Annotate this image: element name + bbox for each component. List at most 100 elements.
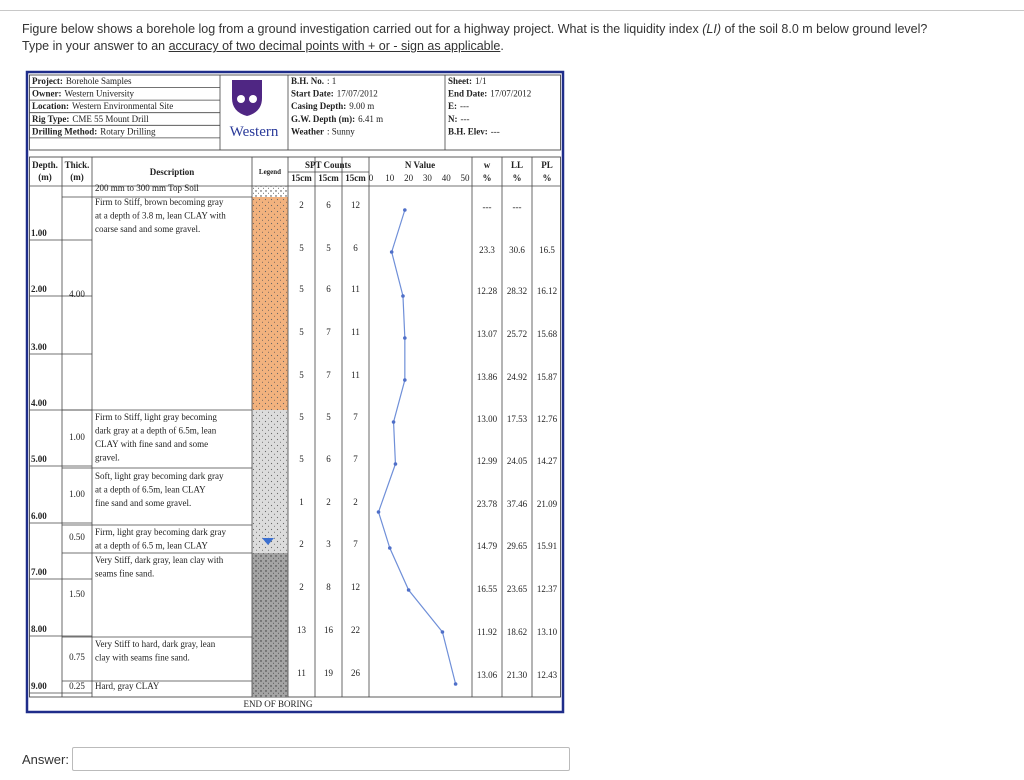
header-field: Project: Borehole Samples [32, 76, 132, 86]
layer-description: Firm to Stiff, brown becoming gray [95, 197, 224, 207]
layer-thickness: 1.00 [69, 489, 85, 499]
spt-count: 12 [351, 582, 360, 592]
header-field: Weather: Sunny [291, 126, 355, 136]
header-value: --- [460, 101, 469, 111]
layer-thickness: 0.50 [69, 532, 85, 542]
answer-input[interactable] [72, 747, 570, 771]
depth-label: 5.00 [31, 454, 47, 464]
layer-description: at a depth of 6.5m, lean CLAY [95, 485, 206, 495]
spt-count: 5 [299, 284, 304, 294]
layer-description: at a depth of 6.5 m, lean CLAY [95, 541, 208, 551]
lab-value: 28.32 [507, 286, 527, 296]
header-field: Drilling Method: Rotary Drilling [32, 126, 156, 136]
depth-label: 4.00 [31, 398, 47, 408]
spt-count: 2 [299, 582, 304, 592]
header-field: Owner: Western University [32, 89, 135, 99]
question-text: Figure below shows a borehole log from a… [22, 22, 703, 36]
header-label: End Date: [448, 89, 487, 99]
column-header: 15cm [345, 173, 366, 183]
layer-description: CLAY with fine sand and some [95, 439, 208, 449]
logo-mark [237, 95, 245, 103]
column-header: PL [541, 160, 553, 170]
layer-description: Soft, light gray becoming dark gray [95, 471, 224, 481]
header-field: B.H. Elev: --- [448, 126, 500, 136]
lab-value: 12.76 [537, 414, 558, 424]
header-field: G.W. Depth (m): 6.41 m [291, 114, 383, 124]
question-text: . [500, 39, 504, 53]
spt-count: 6 [326, 454, 331, 464]
header-label: Start Date: [291, 89, 334, 99]
spt-count: 7 [326, 327, 331, 337]
header-field: B.H. No.: 1 [291, 76, 336, 86]
lab-value: 13.10 [537, 627, 558, 637]
column-header: N Value [405, 160, 435, 170]
header-label: N: [448, 114, 458, 124]
header-label: B.H. No. [291, 76, 324, 86]
spt-count: 11 [351, 370, 360, 380]
question-line: Figure below shows a borehole log from a… [22, 22, 927, 36]
column-header: LL [511, 160, 523, 170]
divider [0, 10, 1024, 11]
lab-value: 24.05 [507, 456, 528, 466]
header-value: --- [461, 114, 470, 124]
logo-shield [232, 80, 262, 116]
header-value: 1/1 [475, 76, 487, 86]
lab-value: 13.06 [477, 670, 498, 680]
lab-value: 23.65 [507, 584, 528, 594]
column-header: % [543, 173, 552, 183]
layer-description: Hard, gray CLAY [95, 681, 160, 691]
header-value: Western University [65, 89, 135, 99]
spt-count: 8 [326, 582, 331, 592]
header-label: Weather [291, 126, 324, 136]
spt-count: 2 [299, 539, 304, 549]
header-label: Owner: [32, 89, 62, 99]
lab-value: --- [513, 202, 522, 212]
layer-thickness: 1.50 [69, 589, 85, 599]
layer-description: dark gray at a depth of 6.5m, lean [95, 426, 217, 436]
spt-count: 19 [324, 668, 334, 678]
spt-count: 2 [353, 497, 358, 507]
column-header: % [483, 173, 492, 183]
question-text: Type in your answer to an [22, 39, 169, 53]
header-value: 17/07/2012 [490, 89, 531, 99]
spt-count: 11 [351, 284, 360, 294]
layer-description: clay with seams fine sand. [95, 653, 190, 663]
layer-description: seams fine sand. [95, 569, 154, 579]
spt-count: 3 [326, 539, 331, 549]
spt-count: 16 [324, 625, 334, 635]
spt-count: 11 [297, 668, 306, 678]
layer-description: Firm to Stiff, light gray becoming [95, 412, 217, 422]
header-label: Location: [32, 101, 69, 111]
header-label: Casing Depth: [291, 101, 346, 111]
column-header: (m) [70, 172, 84, 182]
lab-value: 15.91 [537, 541, 557, 551]
header-label: Project: [32, 76, 63, 86]
depth-label: 1.00 [31, 228, 47, 238]
layer-description: coarse sand and some gravel. [95, 224, 200, 234]
lab-value: 21.09 [537, 499, 558, 509]
depth-label: 8.00 [31, 624, 47, 634]
layer-thickness: 0.25 [69, 681, 85, 691]
spt-count: 12 [351, 200, 360, 210]
column-header: 15cm [291, 173, 312, 183]
spt-count: 22 [351, 625, 360, 635]
header-field: Sheet: 1/1 [448, 76, 487, 86]
lab-value: 29.65 [507, 541, 528, 551]
spt-count: 5 [299, 327, 304, 337]
header-field: End Date: 17/07/2012 [448, 89, 531, 99]
spt-count: 6 [326, 284, 331, 294]
lab-value: --- [483, 202, 492, 212]
layer-description: Very Stiff, dark gray, lean clay with [95, 555, 224, 565]
n-value-point [406, 588, 411, 592]
n-value-line [377, 209, 457, 685]
question-text: of the soil 8.0 m below ground level? [720, 22, 928, 36]
lab-value: 12.43 [537, 670, 558, 680]
header-field: Casing Depth: 9.00 m [291, 101, 374, 111]
depth-label: 2.00 [31, 284, 47, 294]
logo-text: Western [230, 124, 279, 140]
figure-frame [25, 70, 565, 714]
spt-count: 6 [326, 200, 331, 210]
spt-count: 11 [351, 327, 360, 337]
column-header: Thick. [65, 160, 90, 170]
